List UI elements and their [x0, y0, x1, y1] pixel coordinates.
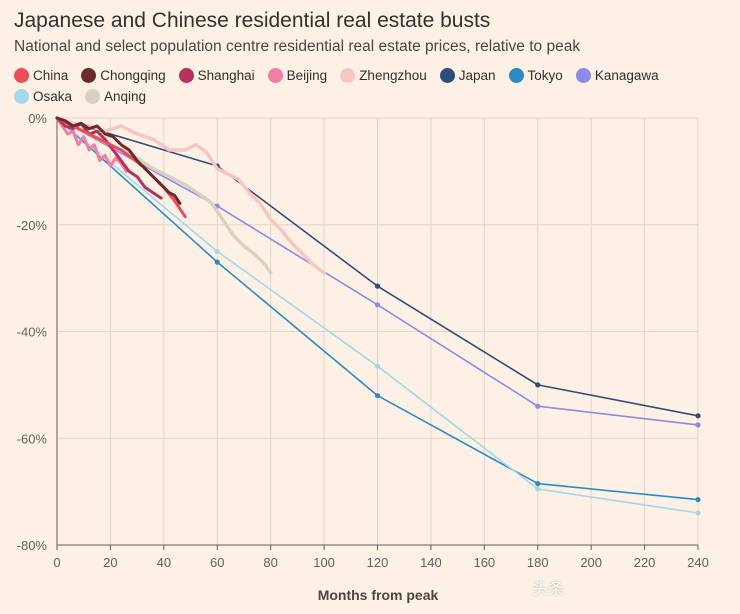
x-tick-label: 100: [313, 555, 335, 570]
legend-label: Kanagawa: [594, 67, 659, 83]
series-zhengzhou: [55, 116, 326, 275]
x-tick-label: 160: [473, 555, 495, 570]
data-point-japan: [535, 382, 541, 388]
legend-swatch: [85, 88, 101, 104]
watermark-text: 头条: [532, 581, 565, 598]
legend-item-shanghai: Shanghai: [178, 66, 255, 84]
y-tick-label: -20%: [17, 218, 48, 233]
legend-swatch: [340, 67, 356, 83]
y-tick-label: -60%: [17, 431, 48, 446]
legend-item-kanagawa: Kanagawa: [575, 66, 659, 84]
legend-label: Anqing: [104, 88, 147, 104]
legend-label: Japan: [458, 67, 496, 83]
data-point-kanagawa: [695, 422, 701, 428]
x-tick-label: 80: [263, 555, 277, 570]
series-line-chongqing: [55, 116, 182, 205]
x-tick-label: 40: [157, 555, 171, 570]
legend-label: Zhengzhou: [359, 67, 427, 83]
series-line-zhengzhou: [55, 116, 326, 275]
legend-label: Osaka: [33, 88, 73, 104]
legend-swatch: [267, 67, 283, 83]
x-tick-label: 0: [53, 555, 60, 570]
legend-item-beijing: Beijing: [267, 66, 328, 84]
data-point-tokyo: [535, 481, 541, 487]
series-japan: [56, 117, 701, 419]
legend-label: Tokyo: [527, 67, 563, 83]
legend-item-japan: Japan: [439, 66, 496, 84]
data-point-tokyo: [374, 392, 381, 399]
legend-item-osaka: Osaka: [14, 87, 72, 105]
x-tick-label: 220: [634, 555, 656, 570]
data-point-osaka: [535, 486, 541, 492]
x-tick-label: 20: [103, 555, 117, 570]
data-point-tokyo: [695, 497, 701, 503]
legend-swatch: [14, 67, 29, 83]
data-point-kanagawa: [374, 302, 381, 308]
y-tick-label: -40%: [17, 325, 48, 340]
legend-swatch: [178, 67, 194, 83]
x-tick-label: 200: [580, 555, 602, 570]
legend-item-tokyo: Tokyo: [508, 66, 563, 84]
x-axis-title: Months from peak: [318, 587, 439, 603]
legend-swatch: [575, 67, 591, 83]
series-china: [55, 116, 187, 219]
y-tick-label: 0%: [28, 111, 47, 126]
series-line-china: [55, 116, 187, 219]
x-tick-label: 120: [367, 555, 389, 570]
data-point-osaka: [374, 363, 381, 369]
chart-subtitle: National and select population centre re…: [14, 38, 581, 55]
chart-grid: [56, 117, 699, 546]
series-osaka: [56, 117, 701, 516]
legend-item-china: China: [14, 66, 68, 84]
series-line-beijing: [55, 116, 128, 173]
chart-axes: 0% -20% -40% -60% -80% 0 20 40 60 80 100 120 140 160 1…: [17, 111, 709, 570]
legend-swatch: [14, 88, 29, 104]
x-tick-label: 180: [527, 555, 549, 570]
data-point-tokyo: [214, 259, 220, 265]
legend-swatch: [439, 67, 455, 83]
series-tokyo: [56, 117, 701, 503]
legend-swatch: [81, 67, 97, 83]
x-tick-label: 140: [420, 555, 442, 570]
legend-label: Chongqing: [100, 67, 166, 83]
legend-label: China: [33, 67, 69, 83]
data-point-kanagawa: [535, 403, 541, 409]
series-layer: [55, 116, 701, 516]
data-point-japan: [374, 283, 381, 289]
series-chongqing: [55, 116, 182, 205]
data-point-osaka: [214, 248, 220, 255]
legend-label: Shanghai: [197, 67, 255, 83]
x-tick-label: 60: [210, 555, 224, 570]
legend-label: Beijing: [286, 67, 328, 83]
data-point-japan: [695, 413, 701, 419]
series-beijing: [55, 116, 128, 173]
chart-legend: China Chongqing Shanghai Beijing Zhengzhou Ja…: [14, 66, 729, 105]
legend-item-zhengzhou: Zhengzhou: [340, 66, 427, 84]
legend-item-chongqing: Chongqing: [81, 66, 166, 84]
legend-swatch: [508, 67, 524, 83]
x-tick-label: 240: [687, 555, 709, 570]
data-point-osaka: [695, 510, 701, 516]
legend-item-anqing: Anqing: [85, 87, 146, 105]
chart-title: Japanese and Chinese residential real es…: [14, 9, 491, 32]
series-kanagawa: [56, 117, 701, 428]
y-tick-label: -80%: [17, 538, 48, 553]
